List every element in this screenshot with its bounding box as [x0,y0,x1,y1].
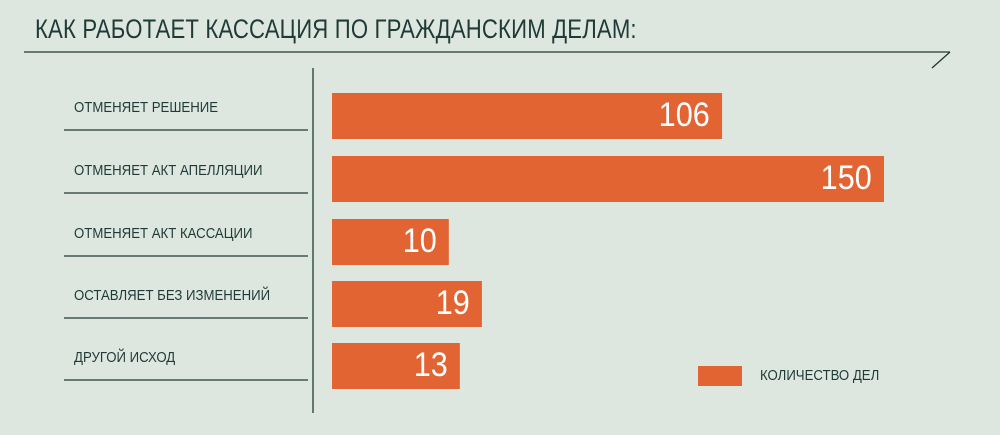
data-label: 150 [820,159,872,197]
category-label: ОТМЕНЯЕТ АКТ КАССАЦИИ [74,225,253,242]
category-label: ОТМЕНЯЕТ АКТ АПЕЛЛЯЦИИ [74,162,263,179]
bar [332,343,460,389]
bar [332,219,449,265]
category-label: ОТМЕНЯЕТ РЕШЕНИЕ [74,99,219,116]
legend-label: КОЛИЧЕСТВО ДЕЛ [760,367,880,384]
data-label: 106 [659,96,711,134]
data-label: 19 [435,284,470,322]
bar [332,93,723,139]
bar [332,156,884,202]
title-underline-tick [931,51,951,69]
bar [332,281,482,327]
data-label: 10 [402,222,437,260]
category-label: ДРУГОЙ ИСХОД [74,349,176,366]
data-label: 13 [413,346,448,384]
category-label: ОСТАВЛЯЕТ БЕЗ ИЗМЕНЕНИЙ [74,287,271,304]
chart-title: КАК РАБОТАЕТ КАССАЦИЯ ПО ГРАЖДАНСКИМ ДЕЛ… [35,14,637,44]
legend-swatch [698,366,742,386]
